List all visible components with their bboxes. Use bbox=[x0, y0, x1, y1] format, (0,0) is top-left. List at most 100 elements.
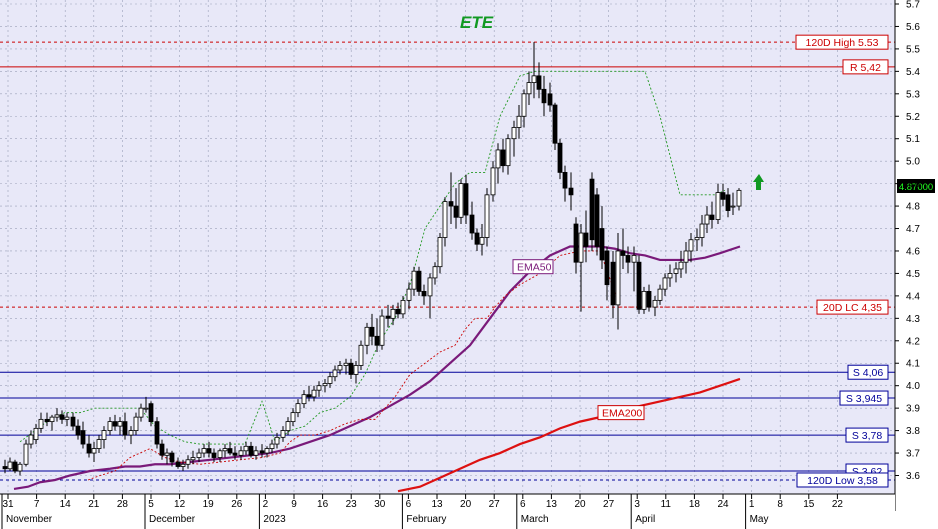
ema50-label-box bbox=[512, 259, 554, 275]
candle-body bbox=[448, 201, 454, 207]
candle-body bbox=[411, 270, 417, 290]
candle-body bbox=[185, 459, 191, 465]
candle-body bbox=[107, 421, 113, 431]
y-tick-label: 5.3 bbox=[906, 89, 920, 100]
y-tick-label: 3.8 bbox=[906, 426, 920, 437]
y-tick-label: 5.2 bbox=[906, 112, 920, 123]
x-tick-label: 26 bbox=[231, 499, 243, 510]
candle-body bbox=[725, 194, 731, 211]
candle-body bbox=[531, 75, 537, 83]
y-tick-label: 4.3 bbox=[906, 314, 920, 325]
level-label-box bbox=[796, 472, 889, 488]
candle-body bbox=[562, 171, 568, 189]
candle-body bbox=[285, 421, 291, 431]
overlays: ETE EMA50 EMA200 4.87000 bbox=[460, 13, 935, 421]
level-label-box bbox=[842, 59, 889, 75]
level-label: R 5,42 bbox=[850, 62, 881, 74]
candle-body bbox=[12, 461, 18, 472]
x-tick-label: 24 bbox=[717, 499, 729, 510]
candle-body bbox=[264, 448, 270, 454]
candle-body bbox=[547, 93, 553, 106]
candle-body bbox=[709, 214, 715, 220]
y-tick-label: 5.1 bbox=[906, 134, 920, 145]
x-tick-label: 2 bbox=[263, 499, 269, 510]
level-label-box bbox=[795, 34, 889, 50]
candle-body bbox=[70, 416, 76, 427]
candle-body bbox=[269, 443, 275, 449]
x-tick-label: 23 bbox=[346, 499, 358, 510]
ema200-line bbox=[397, 377, 741, 493]
x-month-label: May bbox=[750, 514, 769, 525]
y-tick-label: 4.4 bbox=[906, 291, 920, 302]
candle-body bbox=[44, 418, 50, 423]
candle-body bbox=[516, 115, 522, 128]
candle-body bbox=[511, 127, 517, 140]
x-tick-label: 6 bbox=[406, 499, 412, 510]
candle-body bbox=[28, 434, 34, 445]
level-label: S 3,78 bbox=[852, 430, 883, 442]
candle-body bbox=[353, 365, 359, 375]
last-price-badge bbox=[897, 179, 935, 193]
candle-body bbox=[406, 288, 412, 301]
level-label: 120D High 5.53 bbox=[806, 37, 879, 49]
candle-body bbox=[390, 308, 396, 319]
y-tick-label: 4.6 bbox=[906, 246, 920, 257]
y-tick-label: 4.8 bbox=[906, 202, 920, 213]
last-price-label: 4.87000 bbox=[899, 182, 933, 193]
candle-body bbox=[190, 457, 196, 461]
candle-body bbox=[463, 183, 469, 216]
up-arrow-icon bbox=[753, 174, 764, 190]
x-tick-label: 20 bbox=[574, 499, 586, 510]
plot-background bbox=[0, 0, 895, 511]
candle-body bbox=[274, 436, 280, 445]
ema50-line bbox=[13, 245, 741, 491]
candle-body bbox=[427, 277, 433, 297]
candle-body bbox=[421, 290, 427, 297]
candle-body bbox=[720, 192, 726, 200]
ema200-label: EMA200 bbox=[602, 408, 642, 420]
candle-body bbox=[23, 443, 29, 465]
candle-body bbox=[143, 407, 149, 410]
candle-body bbox=[96, 439, 102, 449]
x-tick-label: 11 bbox=[661, 499, 672, 510]
y-tick-label: 3.9 bbox=[906, 404, 920, 415]
x-month-label: February bbox=[406, 514, 446, 525]
x-tick-label: 18 bbox=[689, 499, 701, 510]
candle-body bbox=[75, 425, 81, 436]
chart-title: ETE bbox=[460, 13, 494, 32]
candle-body bbox=[610, 261, 616, 306]
x-tick-label: 19 bbox=[203, 499, 215, 510]
x-tick-label: 22 bbox=[832, 499, 844, 510]
candle-body bbox=[369, 326, 375, 337]
candle-body bbox=[699, 223, 705, 238]
candle-body bbox=[301, 394, 307, 405]
candle-body bbox=[500, 149, 506, 167]
x-tick-label: 31 bbox=[2, 499, 14, 510]
ema50-label: EMA50 bbox=[517, 262, 552, 274]
candle-body bbox=[526, 82, 532, 95]
candle-body bbox=[64, 416, 70, 420]
candle-body bbox=[474, 232, 480, 245]
candle-body bbox=[400, 299, 406, 315]
level-label: S 3,945 bbox=[846, 393, 882, 405]
candle-body bbox=[541, 88, 547, 104]
candle-body bbox=[683, 250, 689, 263]
level-label: 20D LC 4,35 bbox=[823, 302, 882, 314]
y-tick-label: 4.1 bbox=[906, 359, 920, 370]
level-label-box bbox=[839, 390, 889, 406]
candle-body bbox=[243, 445, 249, 452]
level-label: 120D Low 3,58 bbox=[807, 475, 878, 487]
candle-body bbox=[521, 93, 527, 117]
candle-body bbox=[662, 277, 668, 290]
price-levels: 120D High 5.53 R 5,42 20D LC 4,35 S 4,06 S 3… bbox=[0, 34, 895, 488]
candle-body bbox=[469, 214, 475, 234]
candle-body bbox=[573, 223, 579, 263]
candle-body bbox=[295, 403, 301, 414]
candle-body bbox=[280, 430, 286, 438]
x-tick-label: 15 bbox=[803, 499, 815, 510]
x-tick-label: 27 bbox=[603, 499, 615, 510]
candle-body bbox=[54, 414, 60, 418]
candle-body bbox=[416, 270, 422, 292]
candle-body bbox=[599, 228, 605, 261]
